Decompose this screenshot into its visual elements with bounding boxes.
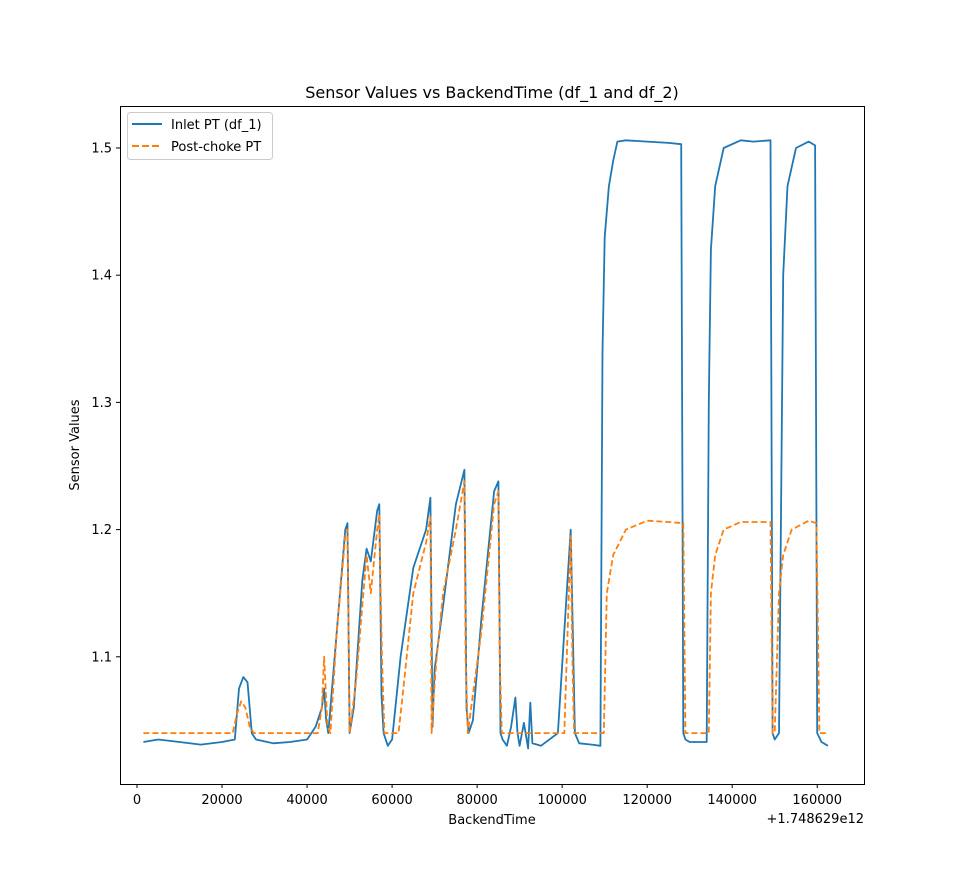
y-axis-ticks: 1.1 1.2 1.3 1.4 1.5	[91, 141, 120, 665]
legend-label-inlet-pt: Inlet PT (df_1)	[171, 118, 262, 133]
x-tick-label: 60000	[371, 793, 412, 808]
series-layer	[143, 139, 829, 750]
chart-title: Sensor Values vs BackendTime (df_1 and d…	[305, 83, 679, 103]
x-tick-label: 80000	[456, 793, 497, 808]
y-tick-label: 1.3	[91, 396, 112, 411]
series-line-inlet-pt	[143, 139, 829, 750]
x-tick-label: 160000	[792, 793, 842, 808]
x-tick-label: 120000	[622, 793, 672, 808]
x-axis-title: BackendTime	[448, 813, 535, 828]
x-tick-label: 100000	[537, 793, 587, 808]
x-tick-label: 140000	[707, 793, 757, 808]
plot-frame	[120, 106, 865, 785]
y-tick-label: 1.1	[91, 650, 112, 665]
y-tick-label: 1.5	[91, 141, 112, 156]
x-tick-label: 0	[133, 793, 141, 808]
legend-label-post-choke-pt: Post-choke PT	[171, 140, 261, 155]
y-tick-label: 1.2	[91, 523, 112, 538]
x-tick-label: 20000	[201, 793, 242, 808]
x-axis-ticks: 0 20000 40000 60000 80000 100000 120000 140000 1…	[133, 784, 842, 808]
y-tick-label: 1.4	[91, 269, 112, 284]
x-tick-label: 40000	[286, 793, 327, 808]
legend: Inlet PT (df_1) Post-choke PT	[127, 112, 273, 160]
series-line-post-choke-pt	[143, 480, 828, 734]
legend-box	[127, 112, 273, 160]
y-axis-title: Sensor Values	[68, 399, 83, 490]
x-axis-offset-label: +1.748629e12	[767, 812, 864, 827]
